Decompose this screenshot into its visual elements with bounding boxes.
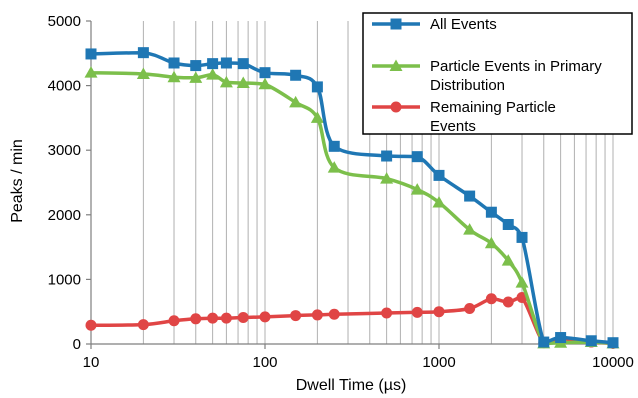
series-layer <box>84 47 620 349</box>
data-point <box>85 319 97 331</box>
data-point <box>311 309 323 321</box>
data-point <box>433 306 445 318</box>
data-point <box>206 68 220 80</box>
data-point <box>311 81 323 93</box>
data-point <box>485 206 497 218</box>
data-point <box>190 60 202 72</box>
data-point <box>464 190 476 202</box>
data-point <box>207 58 219 70</box>
series-line <box>90 70 614 346</box>
data-point <box>220 57 232 69</box>
data-point <box>327 161 341 173</box>
data-point <box>464 302 476 314</box>
y-tick-label: 1000 <box>48 271 81 288</box>
data-point <box>189 71 203 83</box>
data-point <box>290 69 302 81</box>
data-point <box>220 312 232 324</box>
data-point <box>516 231 528 243</box>
x-tick-label: 10000 <box>592 354 634 371</box>
legend-label: Events <box>430 118 476 135</box>
legend-label: Particle Events in Primary <box>430 58 602 75</box>
data-point <box>411 306 423 318</box>
data-point <box>137 319 149 331</box>
data-point <box>190 313 202 325</box>
data-point <box>219 75 233 88</box>
x-tick-label: 100 <box>252 354 277 371</box>
data-point <box>328 308 340 320</box>
data-point <box>502 296 514 308</box>
y-tick-label: 4000 <box>48 78 81 95</box>
legend-box <box>362 12 633 135</box>
data-point <box>168 57 180 69</box>
data-point <box>515 276 529 288</box>
y-axis-title: Peaks / min <box>9 139 26 223</box>
series-all-events <box>85 47 619 349</box>
data-point <box>237 58 249 70</box>
legend-entry: Remaining Particle Events <box>372 99 556 135</box>
x-axis-title: Dwell Time (µs) <box>296 377 407 394</box>
data-point <box>237 312 249 324</box>
y-tick-label: 2000 <box>48 207 81 224</box>
data-point <box>381 307 393 319</box>
data-point <box>433 169 445 181</box>
legend-entry: All Events <box>372 16 497 33</box>
data-point <box>463 223 477 235</box>
legend-label: All Events <box>430 16 497 33</box>
tick-labels: 0 1000 2000 3000 4000 5000 10 100 1000 10000 <box>48 13 634 371</box>
data-point <box>410 183 424 195</box>
data-point <box>328 140 340 152</box>
legend-marker <box>389 59 403 71</box>
data-point <box>381 150 393 162</box>
data-point <box>289 95 303 108</box>
data-point <box>585 335 597 347</box>
data-point <box>236 76 250 89</box>
y-tick-label: 0 <box>73 336 81 353</box>
legend-label: Remaining Particle <box>430 99 556 116</box>
data-point <box>290 310 302 322</box>
legend: All Events Particle Events in Primary Dist… <box>362 12 633 135</box>
data-point <box>607 337 619 349</box>
data-point <box>380 172 394 184</box>
legend-label: Distribution <box>430 77 505 94</box>
data-point <box>167 70 181 83</box>
data-point <box>411 151 423 163</box>
y-tick-label: 5000 <box>48 13 81 30</box>
y-tick-label: 3000 <box>48 142 81 159</box>
data-point <box>310 111 324 123</box>
data-point <box>555 332 567 344</box>
data-point <box>136 67 150 79</box>
legend-entry: Particle Events in Primary Distribution <box>372 58 602 94</box>
data-point <box>502 218 514 230</box>
grid-lines <box>90 21 614 344</box>
series-particle-events-in-primary-distribution <box>84 66 620 349</box>
series-line <box>90 50 614 345</box>
data-point <box>168 315 180 327</box>
x-tick-label: 1000 <box>422 354 455 371</box>
data-point <box>207 312 219 324</box>
legend-marker <box>390 101 402 113</box>
data-point <box>85 48 97 60</box>
data-point <box>432 196 446 208</box>
data-point <box>501 254 515 266</box>
series-line <box>90 295 614 346</box>
data-point <box>258 77 272 90</box>
legend-marker <box>390 18 402 30</box>
data-point <box>84 66 98 78</box>
data-point <box>484 236 498 249</box>
data-point <box>137 47 149 59</box>
data-point <box>485 293 497 305</box>
x-tick-label: 10 <box>83 354 100 371</box>
data-point <box>259 311 271 323</box>
data-point <box>538 336 550 348</box>
data-point <box>259 67 271 79</box>
